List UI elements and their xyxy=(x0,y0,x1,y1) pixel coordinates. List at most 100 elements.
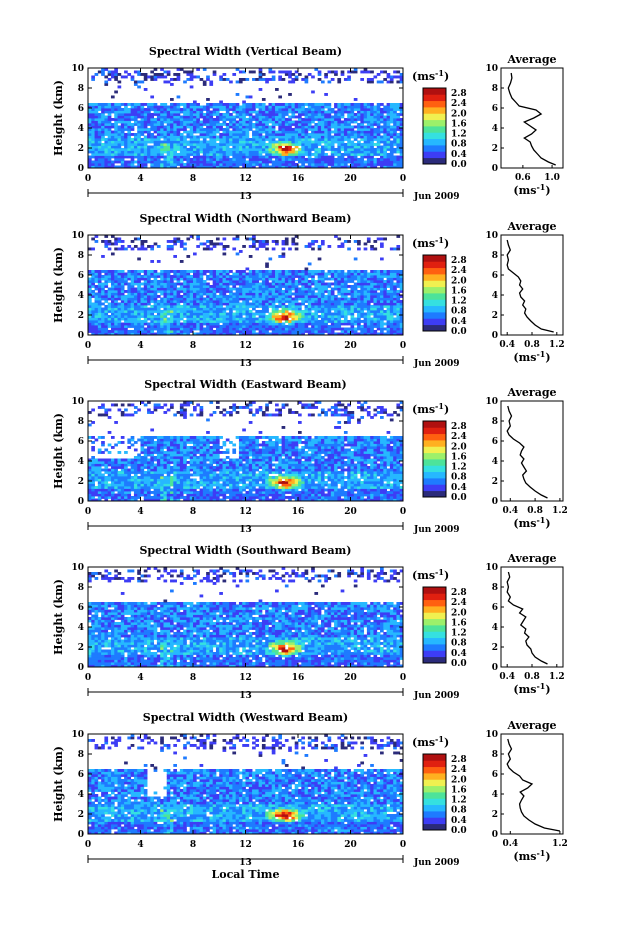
heatmap-cell xyxy=(360,125,365,129)
heatmap-cell xyxy=(206,282,210,286)
heatmap-cell xyxy=(363,305,368,308)
heatmap-cell xyxy=(160,150,164,154)
heatmap-cell xyxy=(340,310,345,313)
heatmap-cell xyxy=(101,148,105,151)
heatmap-cell xyxy=(307,272,312,276)
heatmap-cell xyxy=(183,300,187,303)
heatmap-cell xyxy=(179,260,184,263)
heatmap-cell xyxy=(124,115,128,119)
heatmap-cell xyxy=(117,158,122,161)
heatmap-cell xyxy=(133,275,138,278)
heatmap-cell xyxy=(396,330,401,333)
heatmap-cell xyxy=(376,163,381,166)
heatmap-cell xyxy=(107,158,112,161)
heatmap-cell xyxy=(258,290,263,293)
heatmap-cell xyxy=(337,270,342,273)
heatmap-cell xyxy=(317,70,322,74)
heatmap-cell xyxy=(130,133,135,136)
heatmap-cell xyxy=(114,327,118,331)
heatmap-cell xyxy=(330,108,335,111)
heatmap-cell xyxy=(291,165,296,169)
heatmap-cell xyxy=(383,310,387,313)
heatmap-cell xyxy=(350,115,355,119)
heatmap-cell xyxy=(176,115,181,119)
heatmap-cell xyxy=(186,255,191,258)
heatmap-cell xyxy=(245,272,250,276)
heatmap-cell xyxy=(110,155,115,159)
heatmap-cell xyxy=(202,138,207,141)
heatmap-cell xyxy=(380,130,384,134)
heatmap-cell xyxy=(156,113,161,116)
heatmap-cell xyxy=(261,160,266,164)
heatmap-cell xyxy=(360,270,365,273)
heatmap-cell xyxy=(380,325,384,328)
heatmap-cell xyxy=(255,145,260,149)
avg-x-tick-label: 0.6 xyxy=(515,173,531,183)
heatmap-cell xyxy=(255,295,260,298)
heatmap-cell xyxy=(242,317,246,321)
heatmap-cell xyxy=(284,150,289,154)
heatmap-cell xyxy=(347,297,351,301)
heatmap-cell xyxy=(301,165,305,169)
heatmap-cell xyxy=(265,292,269,296)
heatmap-cell xyxy=(380,287,384,291)
heatmap-cell xyxy=(124,110,128,114)
heatmap-cell xyxy=(114,302,118,306)
heatmap-cell xyxy=(350,317,355,321)
heatmap-cell xyxy=(248,163,253,166)
heatmap-cell xyxy=(219,118,223,121)
heatmap-cell xyxy=(114,140,118,144)
heatmap-cell xyxy=(202,123,207,126)
heatmap-cell xyxy=(206,163,210,166)
heatmap-cell xyxy=(288,322,292,326)
heatmap-cell xyxy=(298,130,302,134)
heatmap-cell xyxy=(363,327,368,331)
heatmap-cell xyxy=(389,153,394,156)
heatmap-cell xyxy=(199,148,204,151)
heatmap-cell xyxy=(215,108,220,111)
heatmap-cell xyxy=(278,125,282,129)
heatmap-cell xyxy=(337,128,342,131)
heatmap-cell xyxy=(189,108,194,111)
heatmap-cell xyxy=(311,105,315,109)
heatmap-cell xyxy=(248,148,253,151)
heatmap-cell xyxy=(399,143,404,146)
heatmap-cell xyxy=(232,158,237,161)
heatmap-cell xyxy=(143,302,148,306)
heatmap-cell xyxy=(196,272,200,276)
heatmap-cell xyxy=(399,275,404,278)
heatmap-cell xyxy=(114,277,118,281)
heatmap-cell xyxy=(156,290,161,293)
heatmap-cell xyxy=(386,315,391,318)
heatmap-cell xyxy=(117,307,122,311)
heatmap-cell xyxy=(337,280,342,283)
heatmap-cell xyxy=(179,317,184,321)
heatmap-cell xyxy=(248,128,253,131)
heatmap-cell xyxy=(311,133,315,136)
heatmap-cell xyxy=(294,115,299,119)
heatmap-cell xyxy=(229,270,233,273)
heatmap-cell xyxy=(186,133,191,136)
heatmap-cell xyxy=(380,108,384,111)
heatmap-cell xyxy=(143,272,148,276)
heatmap-cell xyxy=(324,110,328,114)
heatmap-cell xyxy=(370,277,374,281)
heatmap-cell xyxy=(340,148,345,151)
heatmap-cell xyxy=(314,327,319,331)
heatmap-cell xyxy=(209,290,214,293)
heatmap-cell xyxy=(212,150,217,154)
heatmap-cell xyxy=(163,105,168,109)
heatmap-cell xyxy=(124,125,128,129)
heatmap-cell xyxy=(294,305,299,308)
heatmap-cell xyxy=(389,272,394,276)
heatmap-cell xyxy=(291,73,296,76)
colorbar-segment xyxy=(423,100,446,108)
heatmap-cell xyxy=(193,297,197,301)
heatmap-cell xyxy=(386,292,391,296)
heatmap-cell xyxy=(170,282,174,286)
heatmap-cell xyxy=(179,290,184,293)
heatmap-cell xyxy=(278,118,282,121)
heatmap-cell xyxy=(150,325,155,328)
heatmap-cell xyxy=(235,135,240,139)
heatmap-cell xyxy=(327,282,332,286)
